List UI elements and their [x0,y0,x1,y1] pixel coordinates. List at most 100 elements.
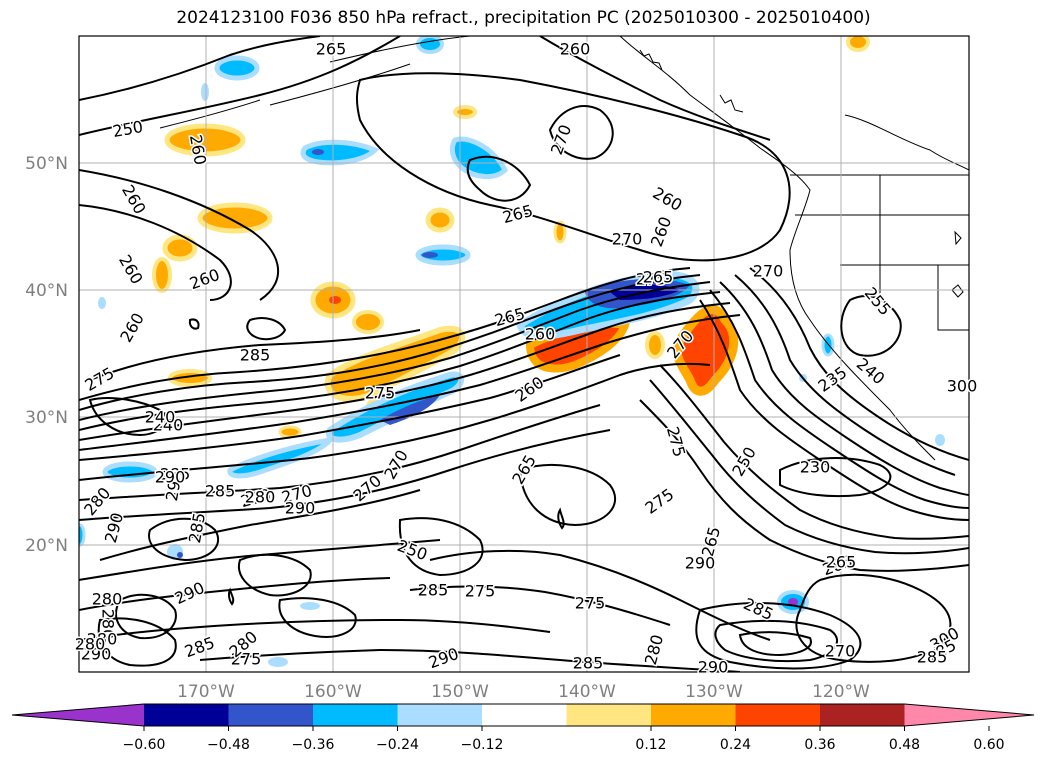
colorbar-tick-label: −0.36 [292,737,335,753]
contour-label: 280 [99,609,118,640]
contour-label: 290 [698,658,729,677]
coastlines [159,36,969,461]
precip-patch [935,434,945,446]
precip-patch [425,207,455,233]
colorbar-segment [144,704,229,726]
contour-label: 240 [145,408,176,427]
precip-patch [416,36,444,54]
contour-label: 285 [917,648,948,667]
precip-patch [672,305,739,396]
precip-patch [312,149,324,155]
contour-label: 265 [643,268,674,287]
contour-label: 285 [240,346,271,365]
precip-patch [98,297,106,309]
contour-label: 275 [636,270,667,289]
precip-patch [821,333,835,357]
precip-patch [422,252,438,258]
colorbar-tick-label: 0.24 [720,737,751,753]
precip-patch [645,331,665,359]
precip-patch [268,657,288,667]
colorbar-segment [228,704,314,726]
map-frame [78,35,970,673]
contour-label: 280 [245,488,276,507]
lon-label: 120°W [812,682,870,702]
precip-shading [79,36,945,667]
lon-label: 130°W [685,682,743,702]
contour-label: 260 [525,325,556,344]
precip-patch [227,436,337,479]
precip-patch [162,234,198,262]
precip-patch [415,244,471,266]
contour-label: 290 [155,468,186,487]
contour-label: 265 [316,40,347,59]
contour-label: 285 [205,482,236,501]
colorbar-tick-label: 0.36 [804,737,835,753]
lat-label: 30°N [25,408,68,428]
precip-patch [300,602,320,610]
colorbar-segment [820,704,905,726]
lon-label: 160°W [304,682,362,702]
chart-title: 2024123100 F036 850 hPa refract., precip… [176,8,871,28]
colorbar-extend-min [12,704,144,726]
colorbar-ticks: −0.60 −0.48 −0.36 −0.24 −0.12 0.12 0.24 0.36 0.4… [123,726,1005,753]
colorbar-tick-label: −0.60 [123,737,166,753]
refractivity-contours [79,36,969,672]
colorbar-tick-label: 0.48 [889,737,920,753]
precip-patch [164,123,246,157]
contour-label: 275 [231,650,262,669]
contour-label: 290 [685,554,716,573]
lat-label: 20°N [25,536,68,556]
contour-label: 285 [573,654,604,673]
contour-label: 300 [947,377,978,396]
contour-label: 280 [75,635,106,654]
precip-patch [352,310,384,334]
colorbar-tick-label: −0.12 [461,737,504,753]
lat-label: 40°N [25,281,68,301]
colorbar-segment [735,704,821,726]
contour-label: 270 [753,262,784,281]
colorbar-tick-label: 0.12 [635,737,666,753]
contour-label: 270 [612,230,643,249]
lon-label: 150°W [431,682,489,702]
colorbar-segment [397,704,483,726]
colorbar-segment [566,704,652,726]
contour-label: 265 [826,553,857,572]
precip-patch [214,55,260,81]
precip-patch [152,257,172,293]
contour-label: 285 [160,465,191,484]
latitude-labels: 50°N 40°N 30°N 20°N [25,154,68,556]
colorbar-segment [651,704,736,726]
colorbar [11,703,1035,727]
contour-label: 280 [92,590,123,609]
contour-label: 275 [465,582,496,601]
colorbar-segment [313,704,398,726]
contour-label: 270 [825,642,856,661]
contour-label: 260 [560,40,591,59]
contour-label: 290 [285,499,316,518]
precip-patch [177,552,183,558]
precip-patch [324,325,466,402]
colorbar-extend-max [904,704,1034,726]
colorbar-tick-label: −0.48 [207,737,250,753]
precip-patch [102,461,158,483]
longitude-labels: 170°W 160°W 150°W 140°W 130°W 120°W [177,682,870,702]
colorbar-segment [482,704,567,726]
precip-patch [201,83,209,101]
graticule [79,36,969,672]
precip-patch [788,598,798,606]
precip-patch [329,296,341,304]
precip-patch [79,523,86,547]
colorbar-tick-label: −0.24 [376,737,419,753]
precip-patch [846,36,870,52]
contour-label: 285 [418,581,449,600]
lon-label: 170°W [177,682,235,702]
contour-label: 275 [365,384,396,403]
contour-label: 275 [575,594,606,613]
contour-label: 280 [87,630,118,649]
precip-patch [453,105,477,119]
colorbar-tick-label: 0.60 [973,737,1004,753]
precip-patch [553,220,567,244]
contour-label: 290 [81,645,112,664]
lat-label: 50°N [25,154,68,174]
